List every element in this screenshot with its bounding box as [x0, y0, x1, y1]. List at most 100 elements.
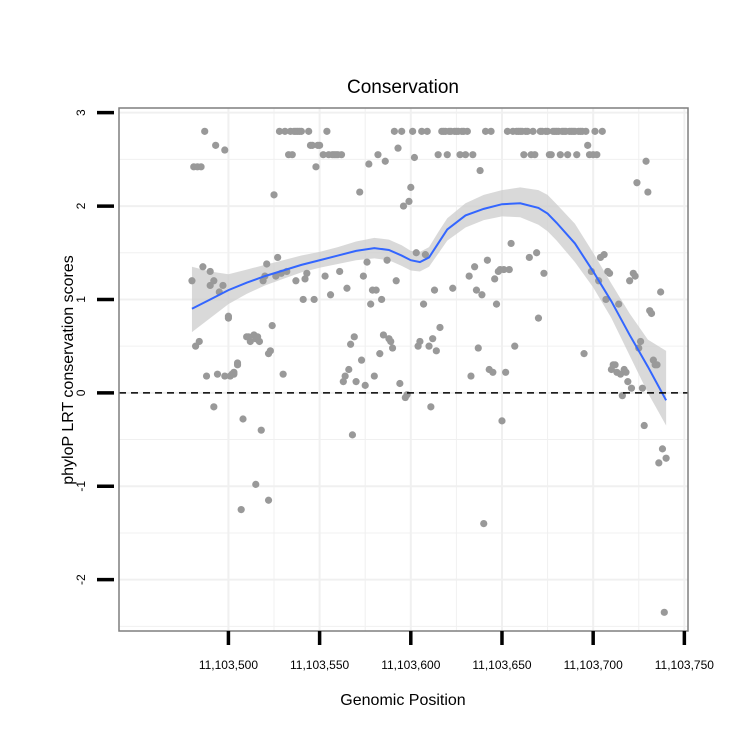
data-point [279, 370, 287, 378]
data-point [303, 269, 311, 277]
data-point [239, 415, 247, 423]
data-point [221, 372, 229, 380]
data-point [525, 253, 533, 262]
data-point [456, 151, 464, 159]
data-point [345, 365, 353, 374]
data-point [383, 256, 391, 264]
data-point [363, 258, 371, 266]
smooth-line [191, 202, 667, 401]
y-axis: 3 2 1 0 -1 -2 [74, 109, 114, 585]
data-point [266, 347, 274, 355]
data-point [660, 608, 668, 616]
data-point [387, 337, 395, 346]
data-point [252, 480, 260, 488]
x-axis-label: Genomic Position [340, 692, 465, 709]
data-point [584, 141, 592, 149]
data-point [472, 286, 481, 294]
data-point [543, 127, 552, 135]
data-point [376, 350, 384, 358]
data-point [507, 239, 515, 248]
data-point [409, 127, 417, 135]
data-point [540, 269, 548, 277]
data-point [388, 344, 397, 352]
data-point [405, 197, 413, 205]
data-point [489, 368, 497, 376]
data-point [647, 309, 656, 318]
data-point [347, 340, 355, 348]
data-point [491, 275, 499, 283]
data-point [274, 253, 282, 262]
data-point [305, 127, 313, 135]
x-tick-label: 11,103,650 [472, 658, 531, 672]
y-tick-label: 1 [74, 296, 88, 303]
data-point [480, 519, 488, 528]
data-point [523, 127, 532, 135]
data-point [573, 151, 581, 159]
data-point [591, 127, 599, 135]
data-point [529, 127, 537, 135]
y-tick-label: 2 [74, 202, 88, 209]
data-point [600, 251, 608, 259]
data-point [199, 263, 207, 271]
data-point [469, 151, 477, 159]
data-point [299, 295, 307, 304]
data-point [206, 267, 214, 276]
data-point [657, 288, 665, 296]
data-point [350, 333, 358, 341]
data-point [505, 265, 513, 274]
data-point [434, 151, 442, 159]
data-point [467, 372, 475, 380]
data-point [275, 127, 284, 135]
data-point [502, 368, 510, 376]
data-point [476, 166, 484, 175]
data-point [246, 337, 254, 346]
data-point [188, 277, 196, 285]
data-point [631, 272, 639, 280]
data-point [323, 127, 331, 135]
data-point [626, 277, 634, 285]
data-point [365, 160, 373, 168]
data-point [478, 291, 486, 299]
data-point [436, 323, 444, 332]
data-point [653, 361, 661, 369]
data-point [213, 370, 222, 378]
y-tick-label: 3 [74, 109, 88, 116]
data-point [356, 188, 364, 196]
data-point [255, 337, 264, 346]
data-point [582, 127, 590, 135]
data-point [421, 251, 429, 259]
data-point [263, 260, 271, 268]
data-point [224, 312, 233, 320]
data-point [372, 286, 380, 294]
data-point [547, 151, 555, 159]
data-point [341, 372, 349, 380]
data-point [197, 163, 205, 171]
data-point [534, 314, 543, 322]
data-point [471, 263, 479, 271]
data-point [221, 146, 229, 154]
data-point [500, 265, 508, 274]
data-point [487, 127, 495, 135]
data-point [288, 151, 296, 159]
data-point [392, 277, 400, 285]
data-point [237, 505, 245, 514]
data-point [336, 267, 344, 276]
data-point [321, 272, 329, 280]
data-point [449, 284, 457, 292]
data-point [412, 249, 420, 257]
data-point [474, 344, 482, 352]
data-point [443, 151, 451, 159]
data-point [430, 286, 439, 294]
data-point [533, 249, 541, 257]
data-point [598, 127, 606, 135]
data-point [602, 295, 610, 304]
data-point [531, 151, 539, 159]
data-point [624, 378, 632, 386]
data-point [463, 127, 471, 135]
data-point [416, 337, 424, 346]
data-point [636, 337, 645, 346]
data-point [658, 445, 667, 453]
data-point [257, 426, 265, 434]
data-point [593, 151, 601, 159]
data-point [312, 163, 320, 171]
